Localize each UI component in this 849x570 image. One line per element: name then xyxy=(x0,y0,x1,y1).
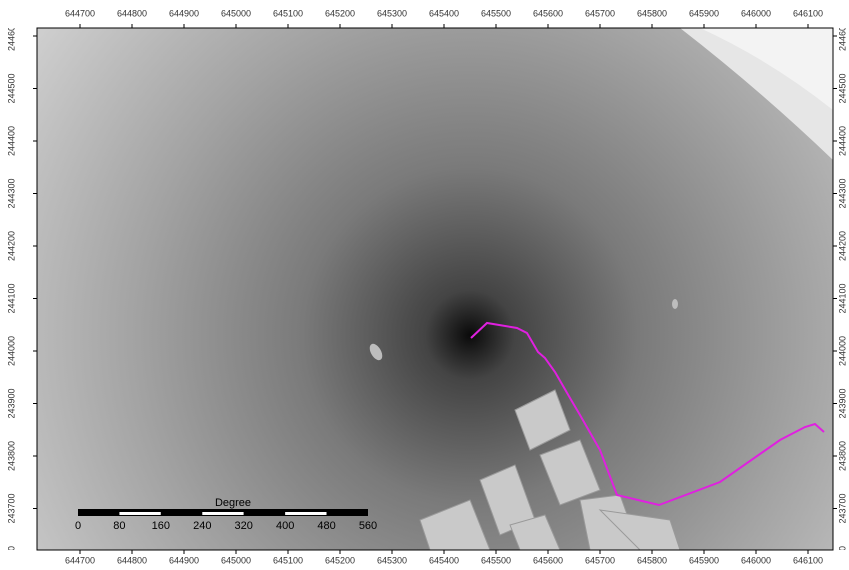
y-coordinate-label: 244000 xyxy=(837,336,847,366)
scale-bar-label: 320 xyxy=(235,520,253,532)
map-view: Degree 644700 644700 644800 644800 644900 644… xyxy=(0,0,849,570)
scale-bar-label: 240 xyxy=(193,520,211,532)
y-coordinate-label: 244300 xyxy=(6,178,16,208)
scale-bar-label: 400 xyxy=(276,520,294,532)
x-coordinate-label: 646000 xyxy=(741,8,771,18)
x-coordinate-label: 645900 xyxy=(689,8,719,18)
x-coordinate-label: 645600 xyxy=(533,8,563,18)
scale-bar-title: Degree xyxy=(215,497,251,509)
y-coordinate-label: 243900 xyxy=(837,388,847,418)
x-coordinate-label: 645000 xyxy=(221,8,251,18)
x-coordinate-label: 645600 xyxy=(533,555,563,565)
y-coordinate-label: 243800 xyxy=(837,441,847,471)
scale-bar-segment xyxy=(244,512,285,515)
y-coordinate-label: 244500 xyxy=(6,73,16,103)
y-coordinate-label: 244600 xyxy=(6,21,16,51)
scale-bar-segment xyxy=(285,512,326,515)
x-coordinate-label: 646100 xyxy=(793,555,823,565)
x-coordinate-label: 644800 xyxy=(117,555,147,565)
x-coordinate-label: 645800 xyxy=(637,555,667,565)
y-coordinate-label: 243600 xyxy=(837,546,847,570)
x-coordinate-label: 645300 xyxy=(377,555,407,565)
x-coordinate-label: 644800 xyxy=(117,8,147,18)
y-coordinate-label: 244000 xyxy=(6,336,16,366)
x-coordinate-label: 645800 xyxy=(637,8,667,18)
y-coordinate-label: 244600 xyxy=(837,21,847,51)
scale-bar-label: 160 xyxy=(152,520,170,532)
scale-bar-label: 480 xyxy=(317,520,335,532)
scale-bar-label: 0 xyxy=(75,520,81,532)
y-coordinate-label: 244100 xyxy=(6,283,16,313)
y-coordinate-label: 244300 xyxy=(837,178,847,208)
y-coordinate-label: 243700 xyxy=(6,493,16,523)
y-coordinate-label: 243900 xyxy=(6,388,16,418)
y-coordinate-label: 244500 xyxy=(837,73,847,103)
x-coordinate-label: 644900 xyxy=(169,8,199,18)
y-coordinate-label: 243600 xyxy=(6,546,16,570)
x-coordinate-label: 645500 xyxy=(481,555,511,565)
x-coordinate-label: 645900 xyxy=(689,555,719,565)
x-coordinate-label: 646100 xyxy=(793,8,823,18)
y-coordinate-label: 244400 xyxy=(837,126,847,156)
x-coordinate-label: 645700 xyxy=(585,8,615,18)
scale-bar-segment xyxy=(202,512,243,515)
x-coordinate-label: 645400 xyxy=(429,555,459,565)
scale-bar-label: 80 xyxy=(113,520,125,532)
scale-bar-segment xyxy=(161,512,202,515)
x-coordinate-label: 644700 xyxy=(65,555,95,565)
x-coordinate-label: 645300 xyxy=(377,8,407,18)
x-coordinate-label: 645200 xyxy=(325,555,355,565)
x-coordinate-label: 645700 xyxy=(585,555,615,565)
x-coordinate-label: 645500 xyxy=(481,8,511,18)
y-coordinate-label: 243700 xyxy=(837,493,847,523)
x-coordinate-label: 645200 xyxy=(325,8,355,18)
x-coordinate-label: 646000 xyxy=(741,555,771,565)
x-coordinate-label: 644900 xyxy=(169,555,199,565)
scale-bar xyxy=(78,509,368,516)
y-coordinate-label: 244200 xyxy=(6,231,16,261)
y-coordinate-label: 243800 xyxy=(6,441,16,471)
x-coordinate-label: 645000 xyxy=(221,555,251,565)
x-coordinate-label: 644700 xyxy=(65,8,95,18)
scale-bar-segment xyxy=(78,512,119,515)
y-coordinate-label: 244400 xyxy=(6,126,16,156)
elevation-raster xyxy=(37,28,833,550)
x-coordinate-label: 645100 xyxy=(273,555,303,565)
y-coordinate-label: 244200 xyxy=(837,231,847,261)
scale-bar-segment xyxy=(327,512,368,515)
x-coordinate-label: 645100 xyxy=(273,8,303,18)
scale-bar-segment xyxy=(119,512,160,515)
x-coordinate-label: 645400 xyxy=(429,8,459,18)
scale-bar-label: 560 xyxy=(359,520,377,532)
y-coordinate-label: 244100 xyxy=(837,283,847,313)
